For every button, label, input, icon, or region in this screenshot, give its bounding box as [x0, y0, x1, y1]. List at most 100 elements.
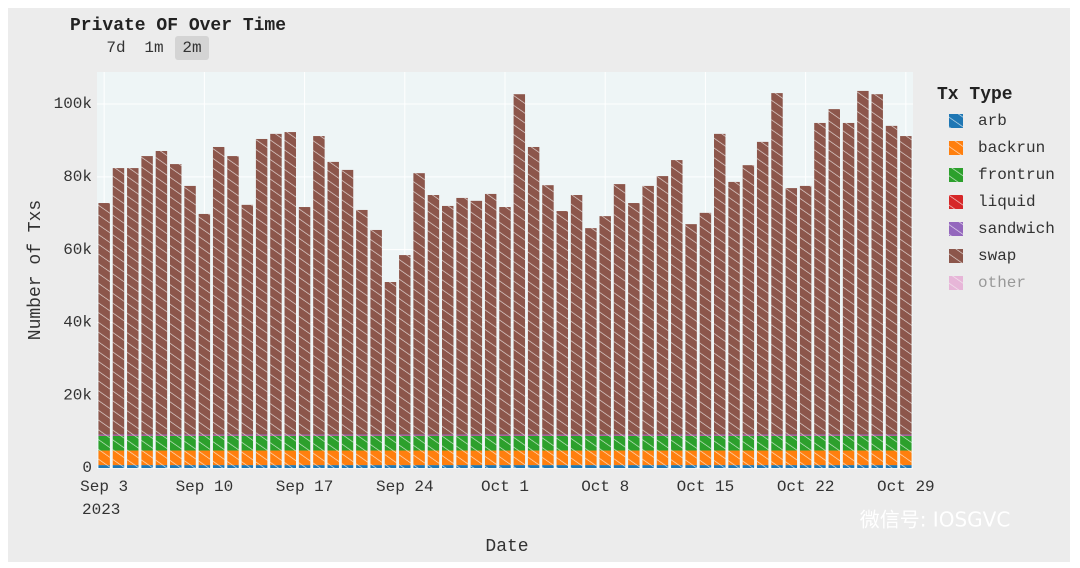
bar-hatch [470, 450, 483, 466]
bar-hatch [570, 465, 583, 468]
bar-hatch [327, 161, 339, 435]
bar-hatch [155, 434, 168, 436]
range-button-bg[interactable] [175, 36, 209, 60]
bar-hatch [771, 434, 783, 436]
range-button[interactable]: 2m [182, 39, 201, 57]
x-tick-label: Oct 8 [581, 478, 629, 496]
bar-hatch [828, 435, 840, 451]
legend-item[interactable]: arb [949, 112, 1007, 130]
bar-hatch [857, 465, 869, 468]
bar-hatch [570, 450, 583, 466]
bar-hatch [613, 450, 626, 466]
bar-hatch [284, 434, 296, 436]
bar-hatch [399, 434, 411, 436]
bar-hatch [427, 450, 440, 466]
bar-hatch [699, 434, 712, 436]
bar-hatch [170, 435, 182, 451]
bar-hatch [470, 435, 483, 451]
bar-hatch [814, 465, 826, 468]
legend-swatch-hatch [949, 114, 963, 128]
y-axis-title: Number of Txs [26, 200, 46, 340]
bar-hatch [685, 435, 697, 451]
legend-label: other [978, 274, 1026, 292]
bar-hatch [198, 465, 211, 468]
bar-hatch [442, 465, 454, 468]
legend-item[interactable]: swap [949, 247, 1016, 265]
bar-hatch [98, 465, 110, 468]
bar-hatch [613, 184, 626, 435]
bar-hatch [313, 435, 325, 451]
legend-item[interactable]: backrun [949, 139, 1045, 157]
bar-hatch [270, 434, 282, 436]
legend-item[interactable]: sandwich [949, 220, 1055, 238]
bar-hatch [857, 435, 869, 451]
x-axis-title: Date [485, 537, 528, 557]
legend-item[interactable]: liquid [949, 193, 1036, 211]
bar-hatch [742, 165, 755, 435]
bar-hatch [556, 450, 568, 466]
bar-hatch [112, 434, 125, 436]
bar-hatch [671, 434, 683, 436]
bar-hatch [484, 465, 497, 468]
bar-hatch [413, 450, 425, 466]
bar-hatch [756, 434, 769, 436]
bar-hatch [456, 435, 468, 451]
bar-hatch [442, 205, 454, 435]
bar-hatch [842, 434, 855, 436]
bar-hatch [484, 434, 497, 436]
bar-hatch [241, 465, 254, 468]
x-tick-label: Sep 17 [276, 478, 334, 496]
bar-hatch [313, 465, 325, 468]
bar-hatch [599, 216, 611, 435]
bar-hatch [513, 450, 526, 466]
range-button[interactable]: 7d [106, 39, 125, 57]
bar-hatch [198, 213, 211, 435]
range-button[interactable]: 1m [144, 39, 163, 57]
legend-label: swap [978, 247, 1016, 265]
bar-hatch [900, 465, 912, 468]
bar-hatch [642, 465, 654, 468]
bar-hatch [356, 450, 368, 466]
bar-hatch [327, 435, 339, 451]
bar-hatch [298, 450, 311, 466]
bar-hatch [714, 465, 726, 468]
bar-hatch [714, 434, 726, 436]
bar-hatch [671, 160, 683, 435]
bar-hatch [313, 434, 325, 436]
bar-hatch [212, 435, 225, 451]
bar-hatch [642, 450, 654, 466]
bar-hatch [198, 434, 211, 436]
bar-hatch [785, 434, 798, 436]
bar-hatch [356, 435, 368, 451]
bar-hatch [556, 435, 568, 451]
bar-hatch [756, 435, 769, 451]
bar-hatch [384, 434, 397, 436]
bar-hatch [356, 465, 368, 468]
x-year-label: 2023 [82, 501, 120, 519]
legend-swatch-hatch [949, 141, 963, 155]
bar-hatch [628, 465, 640, 468]
bar-hatch [170, 450, 182, 466]
legend-swatch-hatch [949, 168, 963, 182]
legend-swatch-hatch [949, 276, 963, 290]
legend-item[interactable]: other [949, 274, 1026, 292]
bar-hatch [728, 434, 740, 436]
bar-hatch [270, 465, 282, 468]
bar-hatch [628, 203, 640, 435]
bar-hatch [298, 465, 311, 468]
bar-hatch [170, 434, 182, 436]
bar-hatch [771, 93, 783, 435]
bar-hatch [184, 434, 196, 436]
bar-hatch [98, 450, 110, 466]
bar-hatch [542, 450, 554, 466]
bar-hatch [212, 465, 225, 468]
bar-hatch [327, 465, 339, 468]
bar-hatch [227, 435, 239, 451]
bar-hatch [785, 188, 798, 435]
bar-hatch [255, 138, 268, 435]
bar-hatch [227, 434, 239, 436]
bar-hatch [785, 435, 798, 451]
bar-hatch [656, 465, 669, 468]
legend-item[interactable]: frontrun [949, 166, 1055, 184]
